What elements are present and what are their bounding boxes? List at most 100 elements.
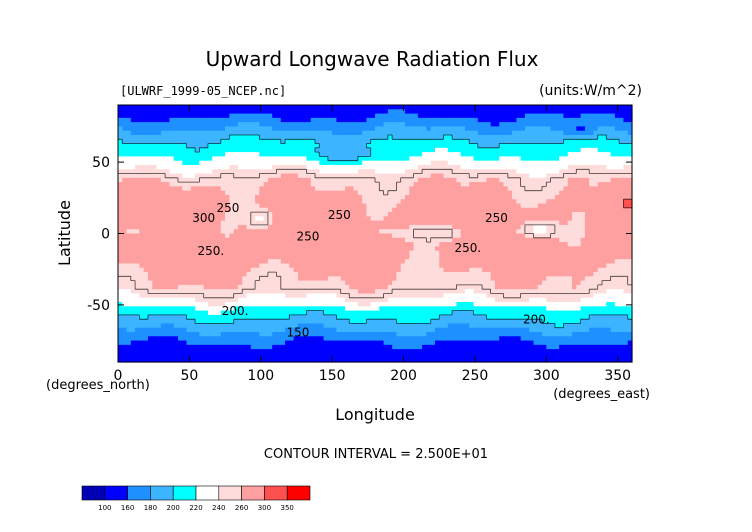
heatmap-cell — [383, 164, 389, 170]
heatmap-cell — [464, 246, 470, 252]
heatmap-cell — [619, 130, 625, 136]
heatmap-cell — [165, 216, 170, 222]
heatmap-cell — [293, 160, 299, 166]
heatmap-cell — [375, 207, 380, 213]
heatmap-cell — [443, 259, 449, 265]
heatmap-cell — [589, 272, 595, 277]
heatmap-cell — [520, 109, 526, 115]
heatmap-cell — [225, 246, 230, 252]
heatmap-cell — [409, 156, 415, 162]
heatmap-cell — [212, 126, 218, 132]
heatmap-cell — [259, 143, 265, 149]
heatmap-cell — [302, 109, 308, 115]
heatmap-cell — [387, 242, 393, 247]
heatmap-cell — [242, 194, 248, 200]
heatmap-cell — [306, 254, 312, 260]
heatmap-cell — [156, 164, 162, 170]
heatmap-cell — [118, 250, 123, 256]
heatmap-cell — [503, 130, 509, 136]
heatmap-cell — [627, 224, 633, 230]
heatmap-cell — [267, 105, 273, 110]
heatmap-cell — [190, 272, 196, 277]
heatmap-cell — [554, 173, 560, 179]
heatmap-cell — [118, 113, 123, 119]
heatmap-cell — [289, 207, 295, 213]
heatmap-cell — [353, 272, 359, 277]
heatmap-cell — [619, 224, 625, 230]
heatmap-cell — [280, 122, 286, 128]
heatmap-cell — [323, 263, 329, 269]
heatmap-cell — [610, 263, 616, 269]
heatmap-cell — [567, 229, 573, 235]
heatmap-cell — [285, 109, 290, 115]
heatmap-cell — [212, 246, 218, 252]
heatmap-cell — [370, 113, 376, 119]
heatmap-cell — [177, 109, 183, 115]
heatmap-cell — [212, 139, 218, 145]
heatmap-cell — [434, 233, 440, 239]
heatmap-cell — [486, 169, 492, 175]
heatmap-cell — [212, 224, 218, 230]
heatmap-cell — [396, 186, 402, 192]
heatmap-cell — [400, 164, 406, 170]
heatmap-cell — [293, 109, 299, 115]
heatmap-cell — [246, 122, 252, 128]
heatmap-cell — [250, 272, 256, 277]
heatmap-cell — [366, 105, 372, 110]
heatmap-cell — [207, 130, 213, 136]
heatmap-cell — [383, 207, 389, 213]
heatmap-cell — [280, 212, 286, 217]
heatmap-cell — [486, 246, 492, 252]
heatmap-cell — [439, 130, 445, 136]
heatmap-cell — [345, 173, 350, 179]
heatmap-cell — [387, 160, 393, 166]
heatmap-cell — [118, 207, 123, 213]
heatmap-cell — [152, 280, 158, 286]
heatmap-cell — [473, 117, 479, 123]
heatmap-cell — [520, 117, 526, 123]
heatmap-cell — [237, 267, 243, 273]
heatmap-cell — [524, 203, 530, 209]
heatmap-cell — [353, 263, 359, 269]
heatmap-cell — [602, 186, 607, 192]
heatmap-cell — [212, 280, 218, 286]
heatmap-cell — [280, 246, 286, 252]
heatmap-cell — [537, 267, 543, 273]
heatmap-cell — [156, 276, 162, 282]
heatmap-cell — [220, 242, 226, 247]
heatmap-cell — [610, 272, 616, 277]
heatmap-cell — [340, 263, 346, 269]
heatmap-cell — [177, 147, 183, 153]
heatmap-cell — [267, 160, 273, 166]
heatmap-cell — [413, 113, 419, 119]
heatmap-cell — [190, 263, 196, 269]
heatmap-cell — [512, 203, 517, 209]
heatmap-cell — [160, 190, 166, 196]
heatmap-cell — [366, 160, 372, 166]
heatmap-cell — [584, 156, 590, 162]
heatmap-cell — [225, 126, 230, 132]
heatmap-cell — [297, 203, 303, 209]
heatmap-cell — [524, 229, 530, 235]
heatmap-cell — [173, 242, 179, 247]
heatmap-cell — [225, 233, 230, 239]
heatmap-cell — [623, 105, 629, 110]
heatmap-cell — [375, 117, 380, 123]
heatmap-cell — [494, 194, 500, 200]
heatmap-cell — [417, 117, 423, 123]
heatmap-cell — [122, 117, 128, 123]
heatmap-cell — [597, 242, 603, 247]
heatmap-cell — [443, 199, 449, 205]
heatmap-cell — [195, 190, 200, 196]
heatmap-cell — [417, 122, 423, 128]
heatmap-cell — [332, 267, 338, 273]
heatmap-cell — [169, 152, 175, 157]
heatmap-cell — [606, 229, 612, 235]
heatmap-cell — [293, 130, 299, 136]
heatmap-cell — [503, 259, 509, 265]
heatmap-cell — [263, 207, 269, 213]
heatmap-cell — [263, 143, 269, 149]
heatmap-cell — [259, 242, 265, 247]
heatmap-cell — [267, 117, 273, 123]
heatmap-cell — [494, 216, 500, 222]
